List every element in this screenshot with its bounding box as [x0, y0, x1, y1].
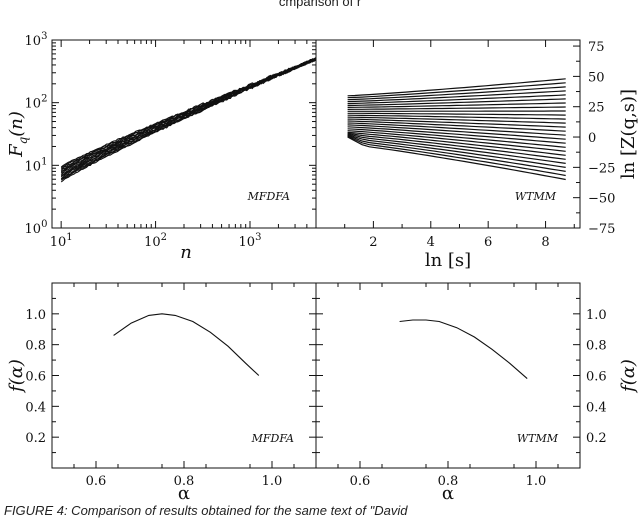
series-line — [347, 98, 566, 107]
series-line — [347, 133, 566, 164]
y-tick-label: −75 — [588, 222, 615, 237]
series-line — [347, 132, 566, 160]
y-tick-label: 103 — [25, 31, 48, 49]
y-tick-label: 0.8 — [586, 339, 607, 354]
series-line — [60, 59, 317, 168]
panel-annotation: WTMM — [517, 432, 559, 445]
x-tick-label: 1.0 — [526, 474, 547, 489]
y-tick-label: 101 — [25, 156, 48, 174]
series-line — [347, 82, 566, 99]
series-line — [347, 78, 566, 97]
series-line — [347, 136, 566, 181]
series-line — [347, 122, 566, 136]
panel-annotation: MFDFA — [251, 432, 294, 445]
y-tick-label: 50 — [588, 70, 605, 85]
series-line — [60, 58, 317, 179]
y-tick-label: 0 — [588, 131, 596, 146]
x-tick-label: 103 — [239, 232, 262, 250]
panel-top-right-frame — [315, 39, 581, 229]
y-tick-label: 1.0 — [586, 308, 607, 323]
series-line — [347, 124, 566, 140]
series-line — [347, 116, 566, 124]
y-tick-label: 0.8 — [25, 339, 46, 354]
header-fragment: cmparison of r — [278, 0, 362, 9]
x-tick-label: 8 — [541, 235, 549, 250]
y-axis-label: f(α) — [6, 359, 27, 394]
y-axis-label: Fq(n) — [6, 111, 30, 158]
y-tick-label: 0.6 — [25, 370, 46, 385]
x-tick-label: 0.6 — [86, 474, 107, 489]
x-tick-label: 6 — [484, 235, 492, 250]
x-tick-label: 101 — [50, 232, 73, 250]
y-tick-label: 100 — [25, 219, 48, 237]
y-tick-label: 0.4 — [586, 400, 607, 415]
spectrum-curve — [113, 313, 260, 376]
panel-annotation: MFDFA — [247, 190, 290, 203]
series-line — [347, 102, 566, 108]
series-line — [347, 128, 566, 148]
series-line — [347, 86, 566, 101]
y-tick-label: 0.2 — [586, 431, 607, 446]
x-tick-label: 102 — [144, 232, 167, 250]
y-axis-label: f(α) — [618, 359, 639, 394]
series-line — [347, 135, 566, 177]
y-tick-label: 1.0 — [25, 308, 46, 323]
series-line — [347, 112, 566, 116]
series-line — [347, 114, 566, 120]
y-axis-label: ln [Z(q,s)] — [618, 89, 639, 179]
series-line — [347, 134, 566, 172]
x-tick-label: 0.6 — [350, 474, 371, 489]
y-tick-label: 102 — [25, 94, 48, 112]
series-line — [60, 59, 317, 180]
y-tick-label: 0.2 — [25, 431, 46, 446]
x-axis-label: α — [178, 483, 190, 504]
y-tick-label: 0.6 — [586, 370, 607, 385]
x-tick-label: 1.0 — [262, 474, 283, 489]
series-line — [60, 57, 317, 169]
x-tick-label: 0.8 — [438, 474, 459, 489]
x-axis-label: ln [s] — [425, 250, 471, 271]
series-line — [347, 126, 566, 144]
x-axis-label: α — [442, 483, 454, 504]
figure-caption: FIGURE 4: Comparison of results obtained… — [4, 503, 408, 518]
x-tick-label: 4 — [427, 235, 435, 250]
series-line — [347, 120, 566, 132]
series-line — [60, 57, 317, 183]
series-line — [347, 118, 566, 128]
series-line — [347, 106, 566, 110]
series-line — [347, 130, 566, 152]
series-line — [347, 94, 566, 105]
series-line — [347, 90, 566, 103]
x-axis-label: n — [180, 242, 192, 263]
y-tick-label: −50 — [588, 192, 615, 207]
x-tick-label: 0.8 — [174, 474, 195, 489]
y-tick-label: 75 — [588, 40, 605, 55]
x-tick-label: 2 — [369, 235, 377, 250]
y-tick-label: 0.4 — [25, 400, 46, 415]
series-line — [347, 134, 566, 168]
panel-annotation: WTMM — [515, 190, 557, 203]
y-tick-label: 25 — [588, 101, 605, 116]
series-line — [347, 131, 566, 156]
y-tick-label: −25 — [588, 161, 615, 176]
spectrum-curve — [399, 319, 528, 380]
